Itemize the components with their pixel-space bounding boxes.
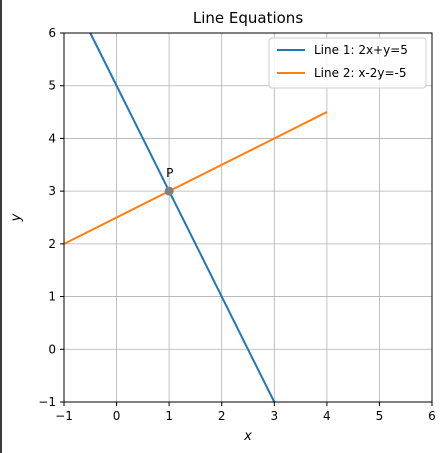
y-tick-label: 6 [48,26,56,40]
y-tick-label: −1 [38,395,56,409]
y-tick-label: 1 [48,290,56,304]
x-tick-label: 2 [218,409,226,423]
x-tick-label: 3 [270,409,278,423]
point-marker [164,186,174,196]
point-layer: P [164,166,174,196]
x-axis-label: x [243,429,252,444]
legend: Line 1: 2x+y=5 Line 2: x-2y=-5 [268,37,427,89]
y-axis-label: y [9,213,24,222]
x-tick-label: 4 [323,409,331,423]
chart-title: Line Equations [193,9,303,27]
y-tick-label: 0 [48,342,56,356]
grid [63,32,433,403]
y-tick-label: 4 [48,131,56,145]
point-label: P [166,166,173,180]
x-tick-label: 0 [113,409,121,423]
y-tick-label: 3 [48,184,56,198]
legend-label-1: Line 1: 2x+y=5 [314,43,408,57]
legend-label-2: Line 2: x-2y=-5 [314,66,407,80]
series-layer [63,32,328,403]
x-tick-label: 1 [165,409,173,423]
y-tick-label: 2 [48,237,56,251]
tick-layer: −1 0 1 2 3 4 5 6 −1 0 1 2 3 4 5 6 [38,26,436,423]
legend-box [268,37,427,89]
x-tick-label: 6 [428,409,436,423]
series-line-1 [89,32,276,403]
plot-frame [63,32,433,403]
x-tick-label: 5 [376,409,384,423]
y-tick-label: 5 [48,79,56,93]
series-line-2 [63,111,328,245]
x-tick-label: −1 [55,409,73,423]
